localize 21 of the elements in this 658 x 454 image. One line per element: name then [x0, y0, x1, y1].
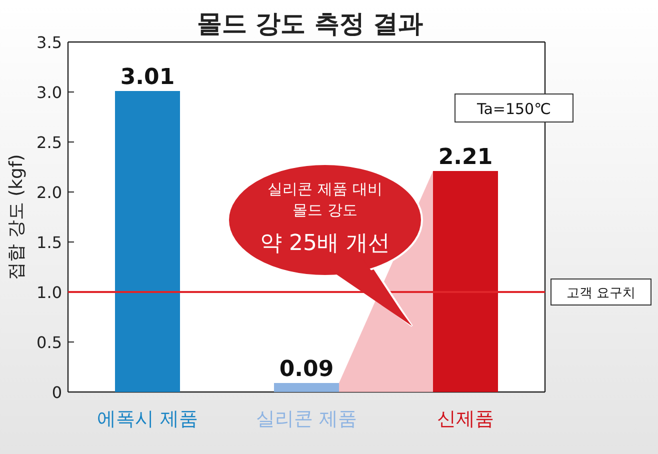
bar [274, 383, 339, 392]
y-tick-label: 2.5 [36, 133, 62, 152]
x-tick-label: 에폭시 제품 [96, 408, 198, 430]
y-tick-label: 1.5 [36, 233, 62, 252]
y-tick-label: 3.5 [36, 33, 62, 52]
y-tick-label: 1.0 [36, 283, 62, 302]
ref-line-label: 고객 요구치 [566, 286, 636, 301]
annotation: 실리콘 제품 대비 몰드 강도 약 25배 개선 [260, 180, 390, 256]
x-tick-label: 신제품 [437, 408, 494, 430]
y-tick-label: 3.0 [36, 83, 62, 102]
y-axis-title: 접합 강도 (kgf) [6, 154, 27, 280]
data-label: 2.21 [438, 145, 493, 170]
data-label: 3.01 [120, 65, 175, 90]
y-tick-label: 0 [52, 383, 62, 402]
y-tick-label: 0.5 [36, 333, 62, 352]
data-label: 0.09 [279, 357, 334, 382]
annotation: Ta=150℃ [476, 100, 551, 118]
x-tick-label: 실리콘 제품 [256, 408, 358, 430]
y-tick-label: 2.0 [36, 183, 62, 202]
bar [115, 91, 180, 392]
chart-title: 몰드 강도 측정 결과 [196, 9, 424, 38]
